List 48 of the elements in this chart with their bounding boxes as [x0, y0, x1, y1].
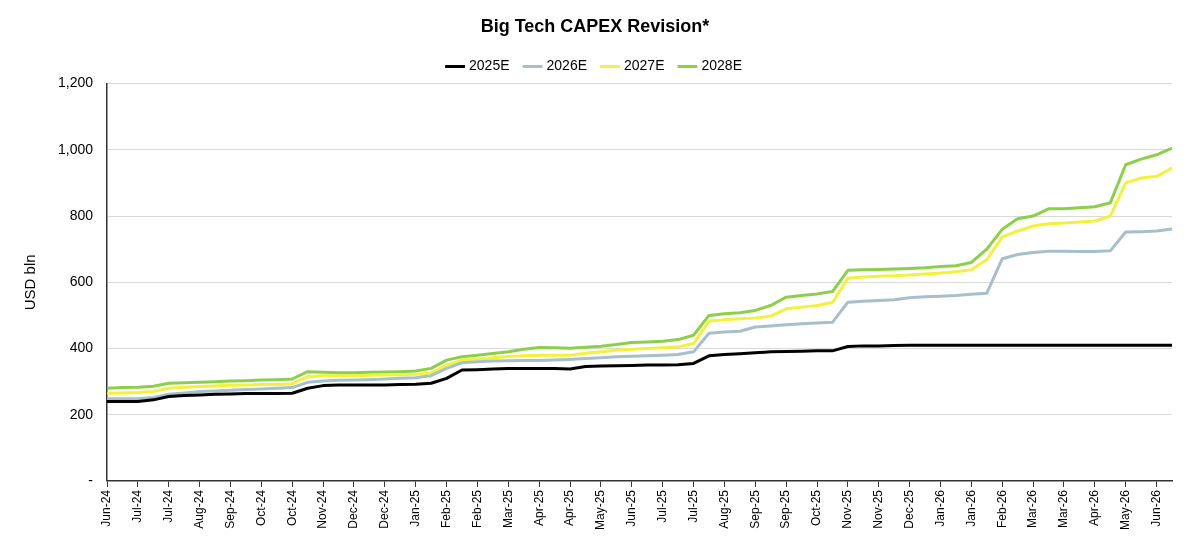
- x-tick-label: Apr-25: [562, 489, 577, 527]
- x-tick-label: Feb-25: [438, 489, 453, 529]
- x-tick-label: Jul-24: [130, 489, 145, 523]
- x-tick-label: Oct-24: [253, 489, 268, 526]
- x-tick-label: Dec-24: [346, 489, 361, 529]
- x-tick-label: Jul-25: [685, 489, 700, 523]
- x-tick-label: Oct-24: [284, 489, 299, 526]
- x-tick-label: Apr-25: [531, 489, 546, 527]
- x-tick-label: Jun-26: [1148, 489, 1163, 527]
- x-tick-label: Aug-25: [716, 489, 731, 529]
- x-tick-label: May-26: [1118, 489, 1133, 530]
- x-tick-label: Sep-24: [222, 489, 237, 529]
- chart-title: Big Tech CAPEX Revision*: [480, 15, 710, 36]
- x-tick-label: Aug-24: [191, 489, 206, 529]
- x-tick-label: Oct-25: [809, 489, 824, 526]
- legend-label: 2026E: [546, 57, 587, 74]
- y-tick-label: 600: [69, 273, 94, 290]
- x-tick-label: Nov-24: [315, 489, 330, 529]
- x-tick-label: Feb-25: [469, 489, 484, 529]
- x-tick-label: Nov-25: [871, 489, 886, 529]
- x-tick-label: Mar-26: [1056, 489, 1071, 528]
- x-tick-label: Apr-26: [1087, 489, 1102, 527]
- x-tick-label: Jun-24: [99, 489, 114, 527]
- y-tick-label: 1,200: [57, 74, 94, 91]
- x-tick-label: Jun-25: [624, 489, 639, 527]
- x-tick-label: Dec-25: [901, 489, 916, 529]
- x-tick-label: Jul-24: [161, 489, 176, 523]
- x-tick-label: Jan-26: [932, 489, 947, 527]
- x-tick-label: Jul-25: [654, 489, 669, 523]
- x-tick-label: Sep-25: [747, 489, 762, 529]
- x-tick-label: Mar-25: [500, 489, 515, 528]
- x-tick-label: Jan-26: [963, 489, 978, 527]
- x-tick-label: Feb-26: [994, 489, 1009, 529]
- x-tick-label: Jan-25: [408, 489, 423, 527]
- x-tick-label: Dec-24: [377, 489, 392, 529]
- legend-label: 2027E: [624, 57, 665, 74]
- x-tick-label: Mar-26: [1025, 489, 1040, 528]
- y-tick-label: -: [88, 471, 94, 488]
- x-tick-label: Nov-25: [840, 489, 855, 529]
- y-tick-label: 400: [69, 339, 94, 356]
- x-tick-label: May-25: [593, 489, 608, 530]
- y-tick-label: 1,000: [57, 140, 94, 157]
- y-tick-label: 200: [69, 405, 94, 422]
- legend-label: 2028E: [701, 57, 742, 74]
- y-tick-label: 800: [69, 206, 94, 223]
- y-axis-title: USD bln: [21, 254, 39, 311]
- legend-label: 2025E: [469, 57, 510, 74]
- x-tick-label: Sep-25: [778, 489, 793, 529]
